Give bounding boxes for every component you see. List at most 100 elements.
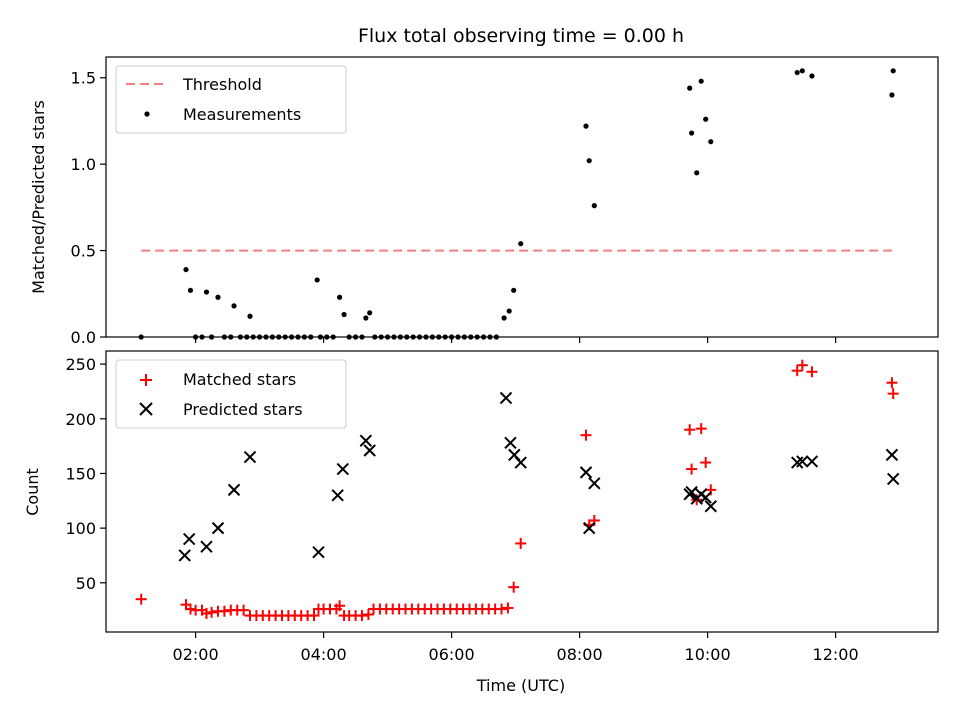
measurement-point bbox=[199, 334, 205, 340]
matched-star-point bbox=[886, 377, 898, 389]
measurement-point bbox=[257, 334, 263, 340]
predicted-star-point bbox=[331, 489, 344, 502]
measurement-point bbox=[295, 334, 301, 340]
measurement-point bbox=[689, 130, 695, 136]
matched-star-point bbox=[791, 365, 803, 377]
x-tick-label: 02:00 bbox=[173, 645, 219, 664]
bottom-y-ticks: 50 100 150 200 250 bbox=[65, 355, 106, 593]
predicted-star-point bbox=[685, 485, 698, 499]
measurement-point bbox=[391, 334, 397, 340]
measurement-point bbox=[455, 334, 461, 340]
matched-star-point bbox=[496, 603, 508, 615]
measurement-point bbox=[481, 334, 487, 340]
top-plot-frame bbox=[105, 56, 939, 338]
matched-star-point bbox=[686, 463, 698, 475]
y-tick-label: 0.0 bbox=[71, 328, 96, 347]
predicted-star-point bbox=[363, 444, 376, 457]
measurement-point bbox=[359, 334, 365, 340]
measurement-point bbox=[237, 334, 243, 340]
measurement-point bbox=[694, 170, 700, 176]
measurement-point bbox=[269, 334, 275, 340]
matched-star-point bbox=[684, 424, 696, 436]
y-tick-label: 250 bbox=[65, 355, 96, 374]
measurement-point bbox=[346, 334, 352, 340]
legend-matched-label: Matched stars bbox=[183, 370, 296, 389]
legend-matched-swatch bbox=[140, 374, 152, 386]
bottom-y-axis-label: Count bbox=[23, 468, 42, 516]
measurement-point bbox=[703, 116, 709, 122]
predicted-star-point bbox=[312, 545, 325, 559]
measurement-point bbox=[423, 334, 429, 340]
predicted-star-point bbox=[200, 540, 213, 553]
matched-star-point bbox=[508, 581, 520, 593]
predicted-star-point bbox=[359, 434, 373, 447]
measurement-point bbox=[708, 139, 714, 145]
predicted-star-point bbox=[514, 456, 527, 469]
matched-star-point bbox=[184, 603, 196, 615]
measurement-point bbox=[317, 334, 323, 340]
matched-star-point bbox=[218, 605, 230, 617]
measurement-point bbox=[231, 303, 237, 309]
legend-measurements-label: Measurements bbox=[183, 105, 301, 124]
x-axis-label: Time (UTC) bbox=[476, 676, 565, 695]
measurement-point bbox=[449, 334, 455, 340]
measurement-point bbox=[889, 92, 895, 98]
measurement-point bbox=[353, 334, 359, 340]
predicted-star-point bbox=[699, 491, 712, 504]
measurement-point bbox=[890, 68, 896, 74]
measurement-point bbox=[247, 313, 253, 319]
measurement-point bbox=[250, 334, 256, 340]
bottom-legend-box bbox=[115, 359, 347, 429]
measurement-point bbox=[397, 334, 403, 340]
matched-star-point bbox=[206, 606, 218, 618]
top-legend: Threshold Measurements bbox=[115, 65, 347, 134]
matched-star-point bbox=[362, 609, 374, 621]
y-tick-label: 1.0 bbox=[71, 155, 96, 174]
predicted-star-point bbox=[579, 466, 593, 479]
top-y-ticks: 0.0 0.5 1.0 1.5 bbox=[71, 69, 106, 347]
predicted-star-point bbox=[243, 450, 257, 464]
measurement-point bbox=[363, 315, 369, 321]
top-y-axis-label: Matched/Predicted stars bbox=[29, 100, 48, 294]
x-tick-label: 04:00 bbox=[301, 645, 347, 664]
measurement-point bbox=[183, 266, 189, 273]
matched-star-point bbox=[356, 610, 368, 622]
measurement-point bbox=[244, 334, 250, 340]
matched-star-point bbox=[806, 366, 818, 378]
matched-star-point bbox=[200, 607, 212, 619]
measurement-point bbox=[687, 85, 693, 91]
measurement-point bbox=[378, 334, 384, 340]
measurement-point bbox=[314, 277, 320, 283]
matched-star-point bbox=[796, 359, 808, 371]
predicted-star-point bbox=[504, 436, 517, 450]
top-panel: 0.0 0.5 1.0 1.5 Matched/Predicted stars Thr… bbox=[29, 56, 939, 347]
matched-star-point bbox=[695, 423, 707, 435]
measurement-point bbox=[308, 334, 314, 340]
matched-star-point bbox=[515, 537, 527, 549]
measurement-point bbox=[410, 334, 416, 340]
legend-threshold-label: Threshold bbox=[182, 75, 262, 94]
measurement-point bbox=[518, 241, 524, 247]
measurement-point bbox=[506, 308, 512, 314]
measurement-point bbox=[282, 334, 288, 340]
predicted-star-point bbox=[499, 391, 513, 405]
predicted-star-point bbox=[796, 455, 809, 468]
measurement-point bbox=[193, 334, 199, 340]
predicted-star-point bbox=[704, 500, 718, 513]
matched-star-point bbox=[887, 388, 899, 400]
measurement-point bbox=[809, 73, 815, 79]
measurement-point bbox=[591, 203, 597, 209]
bottom-panel: 50 100 150 200 250 02:00 04:00 06:00 08:00 10:00… bbox=[23, 350, 939, 695]
x-tick-label: 12:00 bbox=[813, 645, 859, 664]
predicted-star-point bbox=[885, 448, 899, 462]
measurement-point bbox=[501, 315, 507, 321]
y-tick-label: 100 bbox=[65, 519, 96, 538]
chart-title: Flux total observing time = 0.00 h bbox=[358, 25, 684, 47]
bottom-x-ticks: 02:00 04:00 06:00 08:00 10:00 12:00 bbox=[173, 632, 859, 664]
measurement-point bbox=[436, 334, 442, 340]
matched-star-point bbox=[700, 457, 712, 469]
measurement-point bbox=[794, 69, 800, 76]
predicted-star-point bbox=[588, 477, 601, 490]
matched-star-point bbox=[334, 600, 346, 612]
